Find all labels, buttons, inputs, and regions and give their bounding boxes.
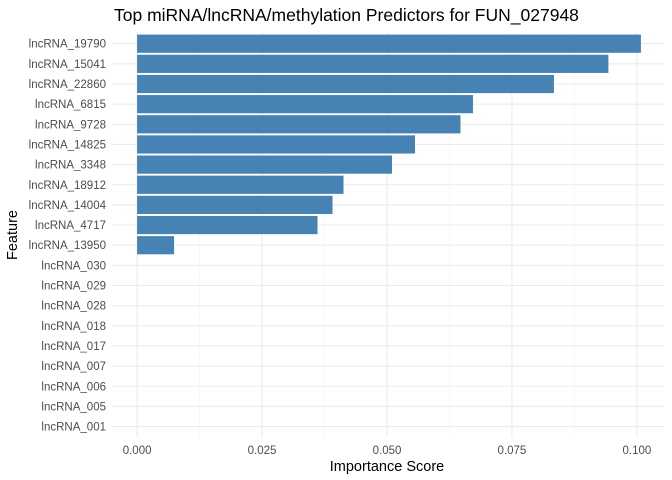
y-tick-label: lncRNA_005	[41, 401, 106, 413]
chart-title: Top miRNA/lncRNA/methylation Predictors …	[114, 5, 579, 26]
y-tick-label: lncRNA_19790	[29, 39, 106, 51]
bar	[137, 175, 344, 194]
y-tick-label: lncRNA_001	[41, 422, 106, 434]
x-tick-label: 0.100	[623, 445, 652, 457]
bar	[137, 74, 554, 94]
y-tick-label: lncRNA_14825	[29, 139, 106, 151]
x-tick-label: 0.025	[248, 445, 277, 457]
y-tick-label: lncRNA_028	[41, 301, 106, 313]
x-tick-label: 0.000	[123, 445, 152, 457]
y-tick-label: lncRNA_007	[41, 361, 106, 373]
y-tick-label: lncRNA_4717	[35, 220, 106, 232]
bar	[137, 155, 392, 174]
y-tick-label: lncRNA_22860	[29, 79, 106, 91]
x-tick-label: 0.075	[498, 445, 527, 457]
bars	[137, 34, 641, 255]
bar	[137, 34, 641, 53]
y-tick-label: lncRNA_029	[41, 281, 106, 293]
y-tick-label: lncRNA_3348	[35, 160, 106, 172]
x-axis-title: Importance Score	[330, 459, 444, 475]
bar	[137, 115, 461, 134]
x-tick-labels: 0.000 0.025 0.050 0.075 0.100	[123, 445, 652, 457]
bar	[137, 54, 609, 73]
y-tick-label: lncRNA_017	[41, 341, 106, 353]
y-tick-label: lncRNA_13950	[29, 240, 106, 252]
bar	[137, 215, 318, 235]
bar	[137, 195, 333, 214]
bar	[137, 236, 175, 255]
y-tick-labels: lncRNA_19790 lncRNA_15041 lncRNA_22860 lncR…	[29, 39, 107, 434]
bar	[137, 95, 473, 114]
y-tick-label: lncRNA_6815	[35, 99, 106, 111]
y-tick-label: lncRNA_006	[41, 381, 106, 393]
x-tick-label: 0.050	[373, 445, 402, 457]
y-tick-label: lncRNA_018	[41, 321, 106, 333]
y-tick-label: lncRNA_14004	[29, 200, 107, 212]
y-axis-title: Feature	[5, 210, 21, 260]
y-tick-label: lncRNA_030	[41, 260, 106, 272]
y-tick-label: lncRNA_18912	[29, 180, 106, 192]
y-tick-label: lncRNA_9728	[35, 119, 106, 131]
y-tick-label: lncRNA_15041	[29, 59, 106, 71]
bar	[137, 135, 415, 154]
